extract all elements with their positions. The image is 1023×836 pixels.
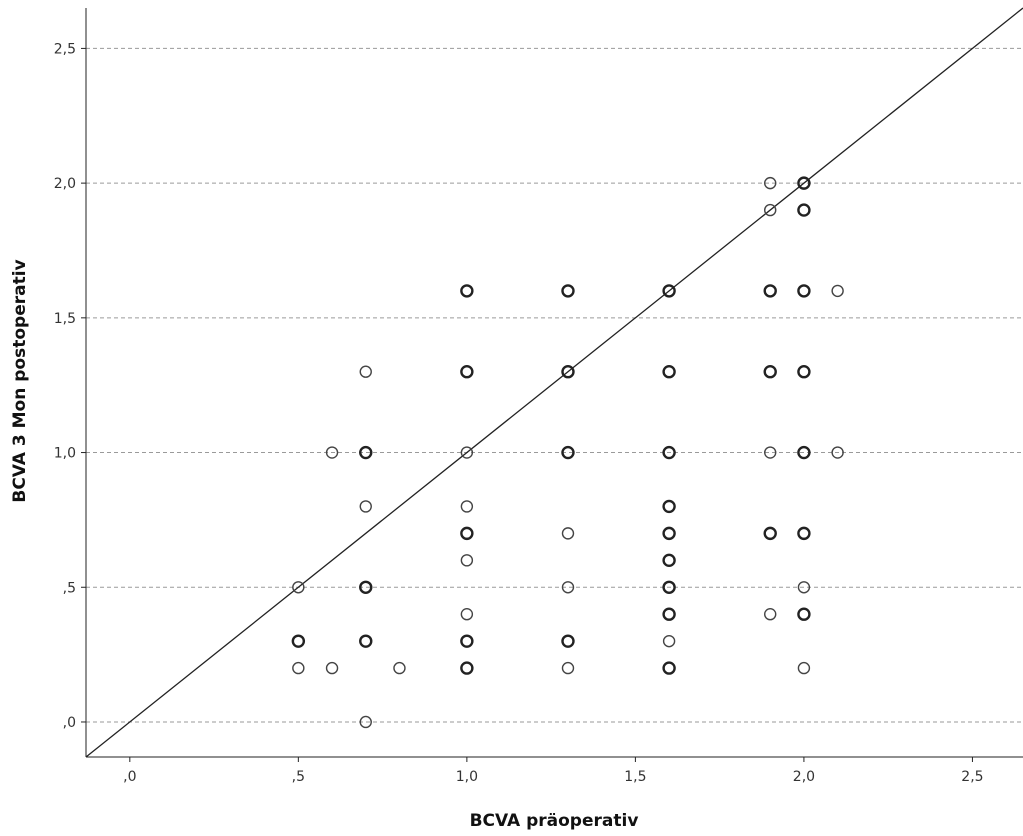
reference-line-layer xyxy=(85,7,1023,758)
x-tick-label: 2,5 xyxy=(961,769,983,785)
data-point xyxy=(561,284,575,298)
data-point xyxy=(797,607,811,621)
data-point xyxy=(764,176,777,190)
data-point xyxy=(561,527,575,540)
data-point xyxy=(292,661,305,675)
data-point xyxy=(831,284,844,298)
data-point xyxy=(460,634,474,648)
data-point xyxy=(797,203,811,217)
y-tick-label: 1,0 xyxy=(54,446,76,462)
data-point xyxy=(561,365,575,379)
ticks-layer: ,0 ,5 1,0 1,5 2,0 2,5 ,0 ,5 1,0 1,5 2,0 2,5 xyxy=(54,41,984,785)
data-point xyxy=(662,553,676,568)
data-point xyxy=(764,203,777,217)
grid-layer xyxy=(86,47,1023,723)
x-tick-label: 2,0 xyxy=(793,769,815,785)
data-point xyxy=(831,446,844,459)
data-point xyxy=(359,445,373,460)
data-point xyxy=(662,634,676,648)
data-point xyxy=(662,580,676,594)
data-point xyxy=(359,580,373,594)
data-point xyxy=(797,176,811,190)
data-point xyxy=(561,661,575,675)
data-point xyxy=(662,526,676,541)
data-point xyxy=(393,661,406,675)
x-axis-title: BCVA präoperativ xyxy=(470,811,639,831)
y-tick-label: 2,0 xyxy=(54,176,76,192)
data-point xyxy=(764,446,777,459)
data-point xyxy=(460,554,474,567)
data-point xyxy=(662,284,676,298)
data-point xyxy=(460,365,474,379)
y-tick-label: 2,5 xyxy=(54,41,76,57)
axes-layer xyxy=(85,8,1023,758)
data-point xyxy=(561,445,575,460)
data-point xyxy=(561,634,575,648)
x-tick-label: ,5 xyxy=(292,769,305,785)
y-tick-label: ,0 xyxy=(63,715,76,731)
data-point xyxy=(460,500,474,513)
data-point xyxy=(662,365,676,379)
data-point xyxy=(797,581,811,594)
x-tick-label: 1,5 xyxy=(624,769,646,785)
points-layer xyxy=(291,176,844,729)
data-point xyxy=(460,661,474,675)
data-point xyxy=(359,634,373,648)
data-point xyxy=(325,446,339,459)
data-point xyxy=(662,499,676,514)
data-point xyxy=(764,608,777,621)
data-point xyxy=(292,581,305,594)
data-point xyxy=(763,365,777,379)
data-point xyxy=(325,661,339,675)
data-point xyxy=(763,284,777,298)
x-tick-label: 1,0 xyxy=(456,769,478,785)
data-point xyxy=(359,715,372,729)
y-tick-label: 1,5 xyxy=(54,311,76,327)
data-point xyxy=(662,445,676,460)
data-point xyxy=(359,500,372,513)
data-point xyxy=(460,446,474,459)
y-tick-label: ,5 xyxy=(63,580,76,596)
x-tick-label: ,0 xyxy=(123,769,136,785)
data-point xyxy=(460,608,474,621)
data-point xyxy=(797,526,811,541)
data-point xyxy=(797,445,811,460)
data-point xyxy=(460,284,474,298)
y-axis-title: BCVA 3 Mon postoperativ xyxy=(10,259,30,502)
data-point xyxy=(359,365,372,378)
data-point xyxy=(662,607,676,621)
data-point xyxy=(561,581,575,594)
data-point xyxy=(797,365,811,379)
data-point xyxy=(460,526,474,541)
data-point xyxy=(797,284,811,298)
identity-reference-line xyxy=(85,7,1023,758)
data-point xyxy=(662,661,676,675)
data-point xyxy=(763,526,777,541)
data-point xyxy=(797,661,811,675)
data-point xyxy=(291,634,306,648)
